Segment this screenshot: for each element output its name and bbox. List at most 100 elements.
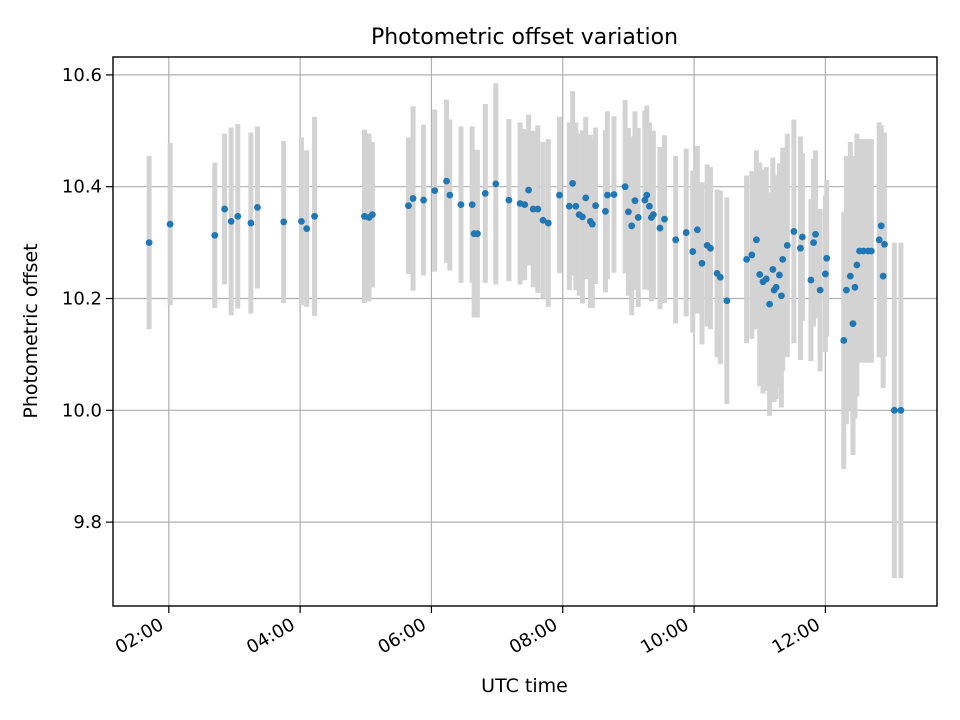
data-point [409, 195, 417, 202]
data-point [492, 180, 500, 188]
data-point [505, 196, 513, 204]
data-points [145, 177, 905, 414]
data-point [431, 187, 439, 195]
x-tick-label: 10:00 [637, 614, 692, 658]
data-point [280, 218, 288, 226]
data-point [221, 205, 229, 213]
y-tick-label: 10.4 [62, 177, 102, 198]
x-axis-ticks: 02:00 04:00 06:00 08:00 10:00 12:00 [112, 606, 826, 658]
y-tick-label: 10.6 [62, 65, 102, 86]
data-point [776, 271, 783, 279]
data-point [783, 242, 791, 249]
data-point [799, 233, 806, 241]
data-point [588, 220, 596, 228]
data-point [303, 225, 311, 233]
data-point [748, 251, 756, 259]
data-point [234, 212, 242, 220]
data-point [772, 283, 780, 291]
data-point [634, 214, 642, 221]
y-tick-label: 9.8 [73, 512, 102, 533]
data-point [572, 202, 580, 210]
data-point [247, 219, 255, 227]
data-point [881, 240, 888, 248]
data-point [756, 271, 764, 278]
x-tick-label: 02:00 [112, 614, 167, 658]
data-point [602, 207, 609, 215]
data-point [698, 259, 706, 267]
x-tick-label: 04:00 [243, 614, 298, 658]
data-point [867, 247, 875, 255]
data-point [254, 203, 261, 211]
data-point [779, 255, 787, 263]
data-point [682, 229, 690, 236]
data-point [769, 266, 777, 273]
data-point [481, 190, 489, 197]
data-point [762, 275, 770, 283]
data-point [812, 230, 819, 238]
y-axis-label: Photometric offset [20, 243, 42, 418]
data-point [890, 406, 898, 414]
y-axis-ticks: 9.8 10.0 10.2 10.4 10.6 [62, 65, 113, 533]
data-point [569, 179, 577, 187]
data-point [211, 231, 219, 239]
data-point [753, 236, 760, 244]
data-point [166, 220, 174, 228]
data-point [842, 286, 850, 294]
data-point [298, 217, 305, 225]
data-point [807, 276, 815, 284]
data-point [846, 272, 854, 280]
data-point [604, 191, 611, 199]
data-point [473, 230, 481, 238]
data-point [525, 186, 533, 194]
data-point [716, 273, 724, 281]
data-point [646, 202, 653, 210]
x-axis-label: UTC time [481, 675, 568, 697]
data-point [672, 236, 680, 244]
data-point [628, 222, 636, 230]
data-point [534, 205, 542, 213]
data-point [797, 244, 804, 252]
data-point [625, 208, 632, 216]
data-point [457, 201, 465, 208]
x-tick-label: 08:00 [506, 614, 561, 658]
data-point [693, 226, 701, 234]
data-point [621, 183, 629, 191]
x-tick-label: 12:00 [768, 614, 823, 658]
data-point [443, 177, 450, 185]
data-point [311, 212, 318, 220]
data-point [707, 244, 714, 252]
y-tick-label: 10.2 [62, 289, 102, 310]
data-point [897, 406, 905, 414]
data-point [368, 211, 376, 219]
data-point [610, 191, 618, 198]
data-point [521, 201, 529, 208]
data-point [877, 222, 885, 230]
data-point [468, 201, 476, 208]
data-point [849, 320, 857, 328]
x-tick-label: 06:00 [375, 614, 430, 658]
data-point [579, 213, 586, 221]
data-point [853, 261, 861, 269]
data-point [840, 337, 848, 344]
data-point [777, 292, 785, 300]
data-point [790, 228, 798, 235]
data-point [227, 217, 235, 225]
data-point [643, 191, 651, 199]
data-point [539, 216, 547, 224]
data-point [875, 236, 883, 244]
data-point [556, 191, 563, 199]
data-point [821, 270, 829, 278]
data-point [816, 286, 824, 294]
data-point [851, 283, 859, 291]
data-point [145, 239, 153, 247]
error-bars [146, 83, 904, 579]
data-point [420, 196, 427, 204]
chart-title: Photometric offset variation [371, 25, 678, 50]
data-point [661, 215, 668, 223]
data-point [723, 297, 731, 305]
data-point [592, 202, 599, 210]
data-point [689, 248, 697, 255]
data-point [582, 194, 590, 202]
data-point [631, 197, 639, 205]
